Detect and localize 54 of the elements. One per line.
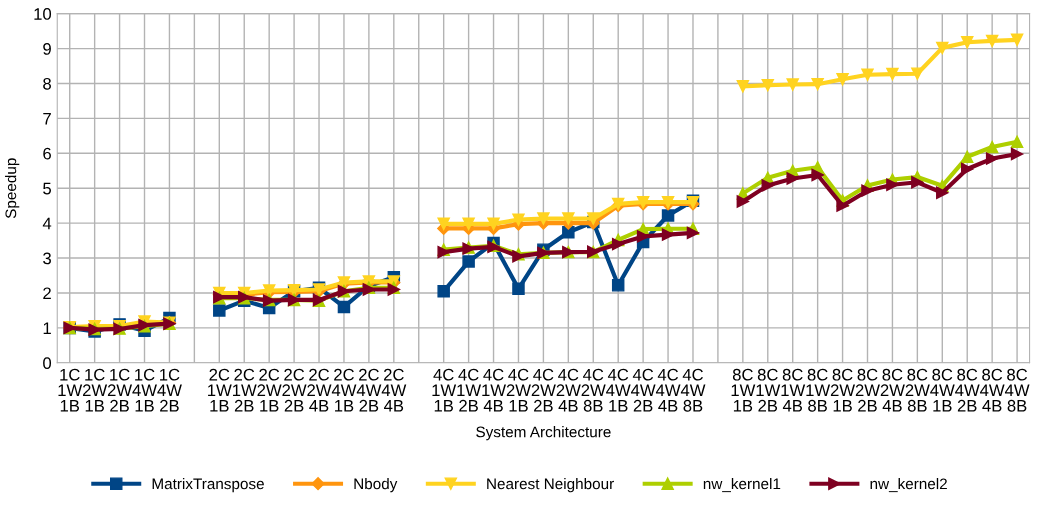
- x-tick-label: 8C 4W 2B: [955, 368, 980, 412]
- y-tick-label: 6: [43, 147, 51, 160]
- x-tick-label: 8C 4W 4B: [980, 368, 1005, 412]
- x-tick-label: 8C 1W 8B: [806, 368, 831, 412]
- legend-label: Nbody: [354, 478, 398, 493]
- x-tick-label: 2C 1W 1B: [208, 368, 232, 412]
- x-tick-label: 2C 2W 1B: [257, 368, 282, 412]
- y-tick-label: 1: [43, 322, 51, 334]
- x-tick-label: 1C 2W 1B: [82, 368, 108, 412]
- x-tick-label: 8C 1W 4B: [781, 368, 806, 412]
- x-tick-label: 4C 1W 1B: [432, 368, 457, 412]
- x-tick-label: 8C 2W 1B: [830, 368, 856, 412]
- y-tick-label: 8: [43, 77, 51, 90]
- x-tick-label: 4C 4W 8B: [680, 368, 706, 412]
- y-tick-label: 7: [43, 112, 51, 125]
- y-tick-label: 3: [43, 252, 51, 265]
- y-tick-label: 5: [43, 182, 51, 195]
- x-tick-label: 8C 2W 8B: [905, 368, 930, 412]
- x-tick-label: 8C 1W 2B: [756, 368, 781, 412]
- x-tick-label: 2C 2W 4B: [307, 368, 332, 412]
- x-tick-label: 4C 4W 1B: [606, 368, 631, 412]
- x-tick-label: 2C 2W 2B: [282, 368, 307, 412]
- x-tick-label: 4C 2W 8B: [581, 368, 606, 412]
- y-tick-label: 10: [34, 8, 52, 20]
- x-tick-label: 1C 1W 1B: [58, 368, 83, 412]
- y-tick-label: 0: [43, 357, 52, 370]
- x-tick-label: 8C 4W 8B: [1004, 368, 1030, 412]
- x-tick-label: 4C 2W 2B: [531, 368, 556, 412]
- x-tick-label: 2C 4W 2B: [356, 368, 382, 412]
- x-tick-label: 4C 1W 2B: [457, 368, 482, 412]
- x-tick-label: 4C 2W 1B: [506, 368, 531, 412]
- x-tick-label: 8C 4W 1B: [930, 368, 955, 412]
- x-tick-label: 4C 4W 4B: [655, 368, 681, 412]
- x-tick-label: 8C 2W 2B: [855, 368, 880, 412]
- x-tick-label: 4C 4W 2B: [631, 368, 656, 412]
- legend-label: nw_kernel2: [870, 478, 947, 493]
- x-tick-label: 1C 4W 2B: [157, 368, 182, 412]
- x-tick-label: 4C 1W 4B: [482, 368, 506, 412]
- x-tick-label: 8C 2W 4B: [880, 368, 905, 412]
- x-axis-title: System Architecture: [476, 426, 611, 441]
- x-tick-label: 1C 4W 1B: [132, 368, 157, 412]
- legend-label: nw_kernel1: [703, 478, 781, 493]
- x-tick-label: 1C 2W 2B: [107, 368, 133, 412]
- x-tick-label: 2C 1W 2B: [233, 368, 257, 412]
- y-tick-label: 4: [42, 217, 52, 230]
- x-tick-label: 4C 2W 4B: [556, 368, 581, 412]
- x-tick-label: 8C 1W 1B: [731, 368, 756, 412]
- x-tick-label: 2C 4W 4B: [381, 368, 407, 412]
- x-tick-label: 2C 4W 1B: [331, 368, 357, 412]
- legend-label: Nearest Neighbour: [487, 478, 614, 493]
- y-tick-label: 9: [43, 42, 51, 55]
- legend-label: MatrixTranspose: [152, 478, 264, 493]
- y-axis-title: Speedup: [5, 158, 20, 219]
- y-tick-label: 2: [43, 287, 51, 300]
